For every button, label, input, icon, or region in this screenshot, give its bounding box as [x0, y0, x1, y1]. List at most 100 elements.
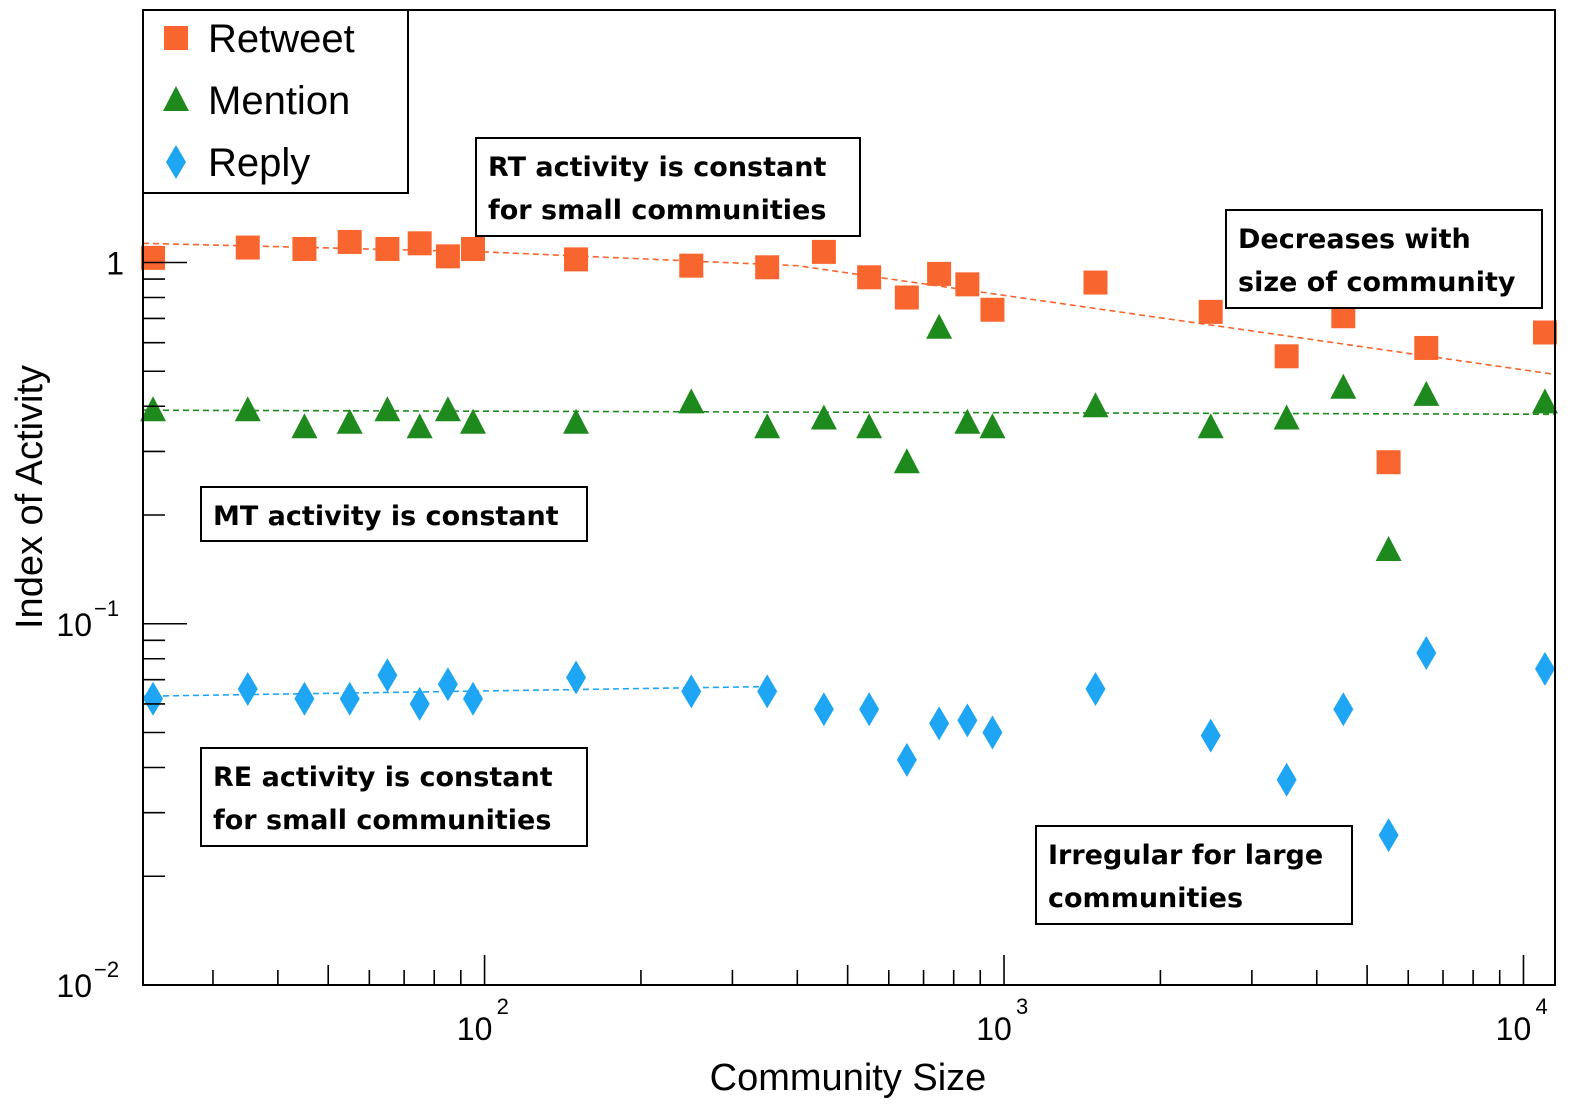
- retweet-point: [1414, 335, 1439, 360]
- data-markers: [140, 229, 1558, 853]
- annotation-frame: [200, 486, 588, 542]
- retweet-point: [955, 272, 980, 297]
- retweet-point: [755, 255, 780, 280]
- reply-point: [377, 658, 398, 693]
- annotation-text: Irregular for large: [1048, 840, 1323, 871]
- retweet-point: [461, 236, 486, 261]
- reply-point: [1416, 635, 1437, 670]
- mention-point: [926, 313, 953, 339]
- reply-point: [896, 742, 917, 777]
- annotation-frame: [1035, 825, 1353, 925]
- mention-point: [1330, 373, 1357, 399]
- retweet-point: [407, 231, 432, 256]
- mention-point: [810, 404, 837, 430]
- annotation-text: for small communities: [213, 805, 551, 836]
- retweet-point: [292, 236, 317, 261]
- legend: Retweet Mention Reply: [142, 9, 409, 194]
- annotation-text: RT activity is constant: [488, 152, 826, 183]
- mention-point: [1375, 536, 1402, 562]
- retweet-point: [235, 235, 260, 260]
- series-reply: [143, 635, 1555, 853]
- mention-point: [1413, 380, 1440, 406]
- x-tick-label: 10: [1496, 1011, 1532, 1047]
- retweet-point: [1274, 344, 1299, 369]
- y-tick-label: 10: [56, 968, 92, 1004]
- annotation-text: Decreases with: [1238, 224, 1471, 255]
- y-tick-label: 1: [106, 246, 124, 282]
- reply-point: [929, 706, 950, 741]
- retweet-point: [811, 239, 836, 264]
- annotation-box: RE activity is constant for small communi…: [200, 747, 588, 847]
- annotation-text: for small communities: [488, 195, 826, 226]
- reply-point: [1276, 762, 1297, 797]
- retweet-point: [857, 265, 882, 290]
- mention-point: [1197, 413, 1224, 439]
- x-axis-title: Community Size: [710, 1057, 987, 1099]
- retweet-point: [1376, 450, 1401, 475]
- mention-point: [563, 408, 590, 434]
- retweet-point: [375, 236, 400, 261]
- annotation-text: RE activity is constant: [213, 762, 553, 793]
- mention-point: [1082, 392, 1109, 418]
- legend-label-retweet: Retweet: [208, 17, 355, 61]
- y-tick-exponent: −1: [94, 596, 119, 621]
- mention-point: [406, 413, 433, 439]
- annotations: RT activity is constant for small communi…: [200, 137, 1543, 925]
- mention-point: [754, 413, 781, 439]
- reply-point: [409, 686, 430, 721]
- reply-point: [757, 674, 778, 709]
- reply-point: [1085, 671, 1106, 706]
- legend-marker-retweet: [164, 26, 188, 50]
- annotation-text: communities: [1048, 883, 1243, 914]
- mention-point: [893, 448, 920, 474]
- series-mention: [140, 313, 1558, 562]
- retweet-point: [1532, 320, 1557, 345]
- annotation-box: RT activity is constant for small communi…: [475, 137, 861, 237]
- mention-point: [979, 413, 1006, 439]
- annotation-box: Decreases with size of community: [1225, 209, 1543, 309]
- annotation-text: size of community: [1238, 267, 1516, 298]
- reply-point: [957, 703, 978, 738]
- retweet-point: [980, 297, 1005, 322]
- reply-point: [1378, 818, 1399, 853]
- x-tick-label: 10: [457, 1011, 493, 1047]
- retweet-point: [435, 244, 460, 269]
- series-retweet: [141, 229, 1557, 475]
- mention-point: [336, 408, 363, 434]
- x-tick-exponent: 3: [1016, 994, 1028, 1019]
- retweet-point: [927, 261, 952, 286]
- reply-point: [566, 660, 587, 695]
- reply-point: [294, 681, 315, 716]
- mention-point: [374, 396, 401, 422]
- retweet-point: [564, 247, 589, 272]
- legend-marker-reply: [166, 145, 186, 179]
- annotation-text: MT activity is constant: [213, 501, 559, 532]
- legend-label-mention: Mention: [208, 79, 350, 123]
- mention-point: [1531, 388, 1558, 414]
- mention-point: [291, 413, 318, 439]
- reply-point: [681, 674, 702, 709]
- y-tick-exponent: −2: [94, 957, 119, 982]
- retweet-point: [337, 229, 362, 254]
- reply-point: [463, 681, 484, 716]
- retweet-point: [1198, 299, 1223, 324]
- fit-line-mention: [142, 409, 1556, 416]
- reply-point: [339, 681, 360, 716]
- annotation-frame: [200, 747, 588, 847]
- x-tick-exponent: 2: [497, 994, 509, 1019]
- plot-frame: [142, 9, 1556, 986]
- mention-point: [434, 396, 461, 422]
- x-tick-exponent: 4: [1535, 994, 1547, 1019]
- mention-point: [1273, 404, 1300, 430]
- y-tick-label: 10: [56, 607, 92, 643]
- legend-marker-mention: [163, 86, 189, 111]
- retweet-point: [679, 253, 704, 278]
- reply-point: [859, 692, 880, 727]
- retweet-point: [894, 285, 919, 310]
- retweet-point: [141, 245, 166, 270]
- legend-label-reply: Reply: [208, 141, 310, 185]
- mention-point: [954, 408, 981, 434]
- reply-point: [143, 681, 164, 716]
